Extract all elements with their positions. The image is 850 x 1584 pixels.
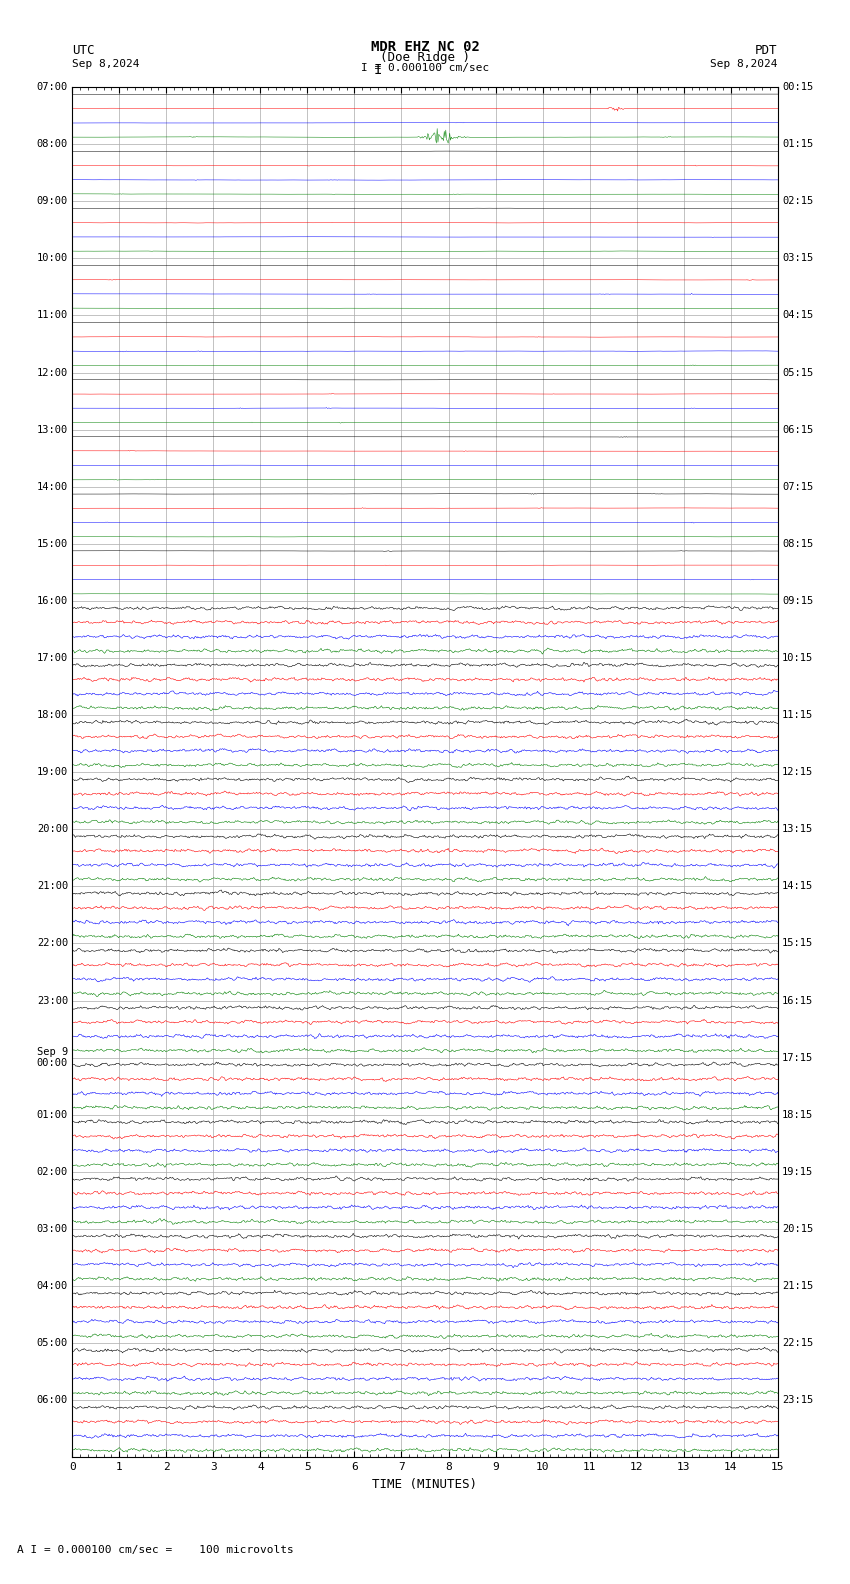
Text: MDR EHZ NC 02: MDR EHZ NC 02 — [371, 40, 479, 54]
Text: 07:15: 07:15 — [782, 482, 813, 491]
Text: 05:15: 05:15 — [782, 367, 813, 377]
Text: 19:00: 19:00 — [37, 767, 68, 778]
Text: 18:00: 18:00 — [37, 710, 68, 721]
Text: 16:00: 16:00 — [37, 596, 68, 607]
Text: 14:00: 14:00 — [37, 482, 68, 491]
Text: 12:15: 12:15 — [782, 767, 813, 778]
Text: 06:00: 06:00 — [37, 1396, 68, 1405]
Text: 11:15: 11:15 — [782, 710, 813, 721]
Text: 06:15: 06:15 — [782, 425, 813, 434]
Text: 16:15: 16:15 — [782, 996, 813, 1006]
Text: 17:00: 17:00 — [37, 653, 68, 664]
Text: 03:00: 03:00 — [37, 1224, 68, 1234]
Text: 21:15: 21:15 — [782, 1281, 813, 1291]
Text: 08:15: 08:15 — [782, 539, 813, 548]
Text: 15:00: 15:00 — [37, 539, 68, 548]
X-axis label: TIME (MINUTES): TIME (MINUTES) — [372, 1478, 478, 1491]
Text: 10:15: 10:15 — [782, 653, 813, 664]
Text: Sep 8,2024: Sep 8,2024 — [72, 59, 139, 68]
Text: (Doe Ridge ): (Doe Ridge ) — [380, 51, 470, 63]
Text: 04:00: 04:00 — [37, 1281, 68, 1291]
Text: 23:15: 23:15 — [782, 1396, 813, 1405]
Text: 20:15: 20:15 — [782, 1224, 813, 1234]
Text: 20:00: 20:00 — [37, 824, 68, 835]
Text: 13:15: 13:15 — [782, 824, 813, 835]
Text: 05:00: 05:00 — [37, 1338, 68, 1348]
Text: A I = 0.000100 cm/sec =    100 microvolts: A I = 0.000100 cm/sec = 100 microvolts — [17, 1546, 294, 1555]
Text: PDT: PDT — [756, 44, 778, 57]
Text: 08:00: 08:00 — [37, 139, 68, 149]
Text: 04:15: 04:15 — [782, 310, 813, 320]
Text: 09:15: 09:15 — [782, 596, 813, 607]
Text: 07:00: 07:00 — [37, 82, 68, 92]
Text: 09:00: 09:00 — [37, 196, 68, 206]
Text: Sep 9
00:00: Sep 9 00:00 — [37, 1047, 68, 1069]
Text: 13:00: 13:00 — [37, 425, 68, 434]
Text: 01:15: 01:15 — [782, 139, 813, 149]
Text: I: I — [374, 63, 382, 78]
Text: 23:00: 23:00 — [37, 996, 68, 1006]
Text: 12:00: 12:00 — [37, 367, 68, 377]
Text: 21:00: 21:00 — [37, 881, 68, 892]
Text: 02:15: 02:15 — [782, 196, 813, 206]
Text: I = 0.000100 cm/sec: I = 0.000100 cm/sec — [361, 63, 489, 73]
Text: 02:00: 02:00 — [37, 1167, 68, 1177]
Text: 14:15: 14:15 — [782, 881, 813, 892]
Text: 03:15: 03:15 — [782, 253, 813, 263]
Text: 00:15: 00:15 — [782, 82, 813, 92]
Text: 15:15: 15:15 — [782, 938, 813, 949]
Text: 22:00: 22:00 — [37, 938, 68, 949]
Text: UTC: UTC — [72, 44, 94, 57]
Text: 10:00: 10:00 — [37, 253, 68, 263]
Text: 17:15: 17:15 — [782, 1053, 813, 1063]
Text: 18:15: 18:15 — [782, 1110, 813, 1120]
Text: 19:15: 19:15 — [782, 1167, 813, 1177]
Text: 11:00: 11:00 — [37, 310, 68, 320]
Text: 22:15: 22:15 — [782, 1338, 813, 1348]
Text: 01:00: 01:00 — [37, 1110, 68, 1120]
Text: Sep 8,2024: Sep 8,2024 — [711, 59, 778, 68]
